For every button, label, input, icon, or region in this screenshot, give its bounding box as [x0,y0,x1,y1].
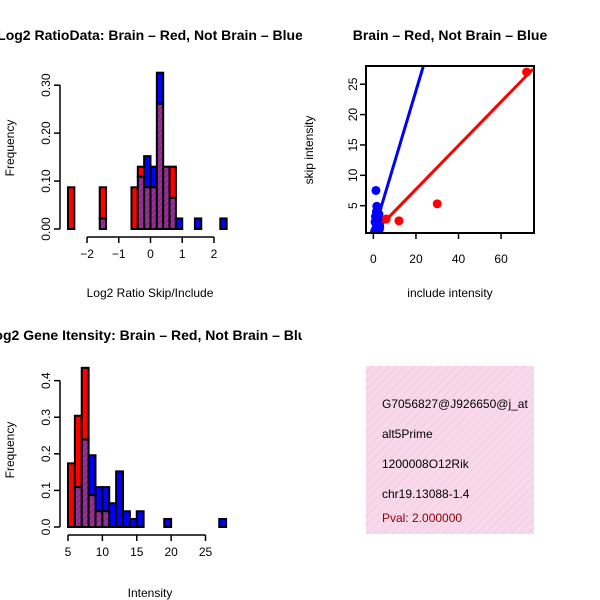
histogram-1-bar-blue-11 [219,217,228,231]
histogram-1-bar-red-8 [168,165,177,199]
histogram-3-x-tick-label-0: 5 [65,545,72,559]
scatter-point-blue-0 [371,185,381,195]
info-panel: G7056827@J926650@j_at alt5Prime 1200008O… [366,366,534,534]
histogram-3-bar-blue-12 [218,517,228,529]
histogram-1-bar-blue-10 [193,217,203,231]
histogram-3-x-tick-label-3: 20 [164,545,178,559]
scatter-fit-line-blue [371,66,425,233]
ratio-histogram-bars [67,71,228,231]
scatter-y-tick-label-1: 10 [346,168,360,182]
histogram-1-x-tick-label-0: −2 [80,247,94,261]
info-gene-name: 1200008O12Rik [382,457,470,471]
intensity-histogram-title: Log2 Gene Itensity: Brain – Red, Not Bra… [0,327,314,343]
histogram-1-bar-red-1 [98,186,108,220]
scatter-y-tick-label-2: 15 [346,138,360,152]
histogram-3-bar-overlap-1 [73,486,83,528]
scatter-x-tick-label-2: 40 [452,252,466,266]
histogram-3-bar-blue-4 [94,486,104,513]
histogram-1-bar-blue-9 [174,217,184,231]
histogram-1-y-tick-label-3: 0.30 [39,73,53,97]
ratio-histogram-title: Log2 RatioData: Brain – Red, Not Brain –… [0,27,303,43]
info-event-type: alt5Prime [382,427,433,441]
histogram-3-x-tick-label-2: 15 [130,545,144,559]
histogram-3-bar-overlap-2 [80,438,90,528]
scatter-point-red-3 [381,214,391,224]
histogram-3-bar-red-0 [67,462,76,528]
intensity-scatter-title: Brain – Red, Not Brain – Blue [353,27,548,43]
intensity-histogram-ylabel: Frequency [3,422,17,479]
histogram-1-bar-red-0 [67,186,76,231]
histogram-3-bar-overlap-4 [94,510,104,528]
scatter-y-tick-label-0: 5 [346,202,360,209]
histogram-3-bar-red-2 [80,366,90,441]
histogram-1-y-tick-label-1: 0.10 [39,169,53,193]
histogram-3-x-tick-label-1: 10 [96,545,110,559]
info-probe-id: G7056827@J926650@j_at [382,397,528,411]
scatter-clip-group [370,66,533,233]
histogram-3-bar-blue-8 [122,510,131,528]
histogram-1-y-tick-label-2: 0.20 [39,121,53,145]
histogram-1-y-tick-label-0: 0.00 [39,217,53,241]
histogram-1-x-tick-label-3: 1 [179,247,186,261]
ratio-histogram-xlabel: Log2 Ratio Skip/Include [87,286,214,300]
intensity-scatter-ylabel: skip intensity [302,116,316,185]
intensity-scatter-plot [370,66,533,233]
histogram-3-y-tick-label-4: 0.4 [39,372,53,389]
histogram-3-bar-blue-10 [135,510,145,528]
histogram-3-x-tick-label-4: 25 [199,545,213,559]
scatter-x-tick-label-0: 0 [370,252,377,266]
scatter-y-tick-label-3: 20 [346,108,360,122]
histogram-3-bar-red-1 [73,414,83,489]
intensity-scatter: Brain – Red, Not Brain – Blue 0 20 40 60 5 10… [302,27,547,300]
scatter-point-red-1 [432,199,442,209]
histogram-3-bar-overlap-3 [87,494,97,529]
intensity-histogram-xlabel: Intensity [128,586,173,600]
histogram-3-bar-blue-9 [128,517,138,529]
info-location: chr19.13088-1.4 [382,487,470,501]
histogram-3-y-tick-label-0: 0.0 [39,518,53,535]
histogram-3-bar-blue-6 [108,502,118,529]
ratio-histogram-ylabel: Frequency [3,120,17,177]
intensity-scatter-axes: 0 20 40 60 5 10 15 20 25 [346,77,508,266]
scatter-x-tick-label-3: 60 [494,252,508,266]
histogram-3-bar-blue-3 [87,454,97,497]
intensity-histogram: Log2 Gene Itensity: Brain – Red, Not Bra… [0,327,314,600]
histogram-1-x-tick-label-4: 2 [211,247,218,261]
scatter-point-red-0 [522,67,532,77]
ratio-histogram-axes: −2 −1 0 1 2 0.00 0.10 0.20 0.30 [39,73,218,261]
intensity-histogram-axes: 5 10 15 20 25 0.0 0.1 0.2 0.3 0.4 [39,372,212,559]
histogram-3-y-tick-label-1: 0.1 [39,482,53,499]
scatter-point-red-2 [394,216,404,226]
histogram-1-bar-overlap-1 [98,217,108,231]
intensity-scatter-frame [365,65,535,234]
histogram-3-bar-blue-11 [163,517,173,529]
histogram-1-bar-blue-6 [155,71,165,105]
scatter-x-tick-label-1: 20 [409,252,423,266]
histogram-3-bar-blue-5 [101,486,111,513]
histogram-3-bar-blue-7 [115,470,124,528]
info-panel-background [366,366,534,534]
scatter-y-tick-label-4: 25 [346,77,360,91]
intensity-scatter-xlabel: include intensity [407,286,492,300]
histogram-1-bar-overlap-8 [168,196,177,231]
histogram-3-y-tick-label-3: 0.3 [39,409,53,426]
histogram-3-y-tick-label-2: 0.2 [39,445,53,462]
ratio-histogram: Log2 RatioData: Brain – Red, Not Brain –… [0,27,303,300]
scatter-point-blue-12 [370,226,380,233]
scatter-fit-line-red [372,67,533,233]
histogram-1-x-tick-label-2: 0 [147,247,154,261]
info-pval: Pval: 2.000000 [382,511,462,525]
intensity-histogram-bars [67,366,228,529]
histogram-1-x-tick-label-1: −1 [112,247,126,261]
histogram-3-bar-overlap-5 [101,510,111,528]
